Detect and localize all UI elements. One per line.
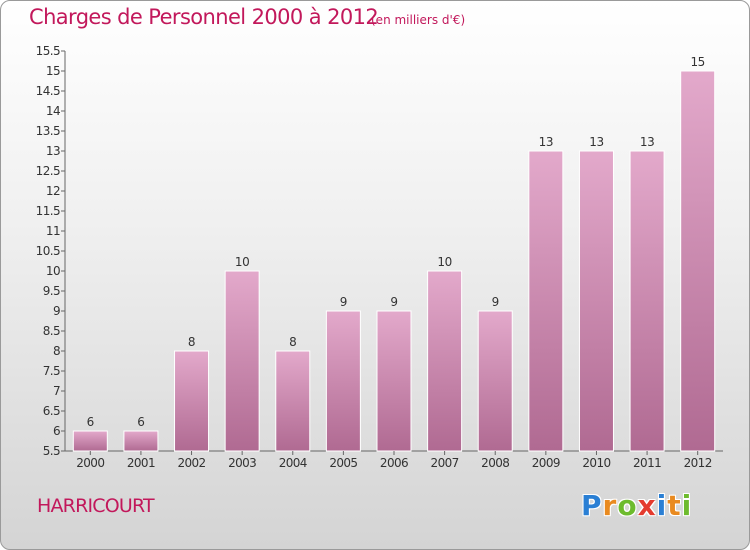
bar-2012	[680, 70, 716, 452]
logo-letter: i	[656, 489, 668, 522]
bar-value-label: 9	[492, 295, 499, 309]
bar-2000	[72, 430, 108, 452]
chart-title: Charges de Personnel 2000 à 2012	[29, 5, 379, 29]
x-tick-label: 2001	[127, 456, 155, 470]
bar-2007	[427, 270, 463, 452]
y-tick-label: 6.5	[43, 404, 60, 418]
x-tick-label: 2003	[228, 456, 256, 470]
y-tick-label: 15	[46, 64, 60, 78]
bar-value-label: 8	[289, 335, 296, 349]
bar-2008	[477, 310, 513, 452]
y-tick-label: 6	[53, 424, 60, 438]
logo-letter: t	[667, 489, 682, 522]
bar-2010	[578, 150, 614, 452]
y-tick-label: 8	[53, 344, 60, 358]
x-tick-label: 2006	[380, 456, 408, 470]
bar-value-label: 6	[137, 415, 144, 429]
x-tick-label: 2008	[481, 456, 509, 470]
logo-letter: i	[681, 489, 693, 522]
y-tick-label: 15.5	[36, 44, 60, 58]
x-tick-label: 2007	[431, 456, 459, 470]
bar-value-label: 8	[188, 335, 195, 349]
chart-subtitle: (en milliers d'€)	[371, 13, 466, 27]
logo-letter: o	[617, 489, 638, 522]
bar-2001	[123, 430, 159, 452]
bar-2004	[275, 350, 311, 452]
y-tick-label: 13	[46, 144, 60, 158]
logo-letter: P	[581, 489, 603, 522]
y-tick-label: 11	[46, 224, 60, 238]
bar-2009	[528, 150, 564, 452]
y-tick-label: 12.5	[36, 164, 60, 178]
y-tick-label: 9	[53, 304, 60, 318]
bar-2011	[629, 150, 665, 452]
logo-letter: x	[637, 489, 657, 522]
bar-value-label: 9	[340, 295, 347, 309]
bar-2003	[224, 270, 260, 452]
bar-2002	[174, 350, 210, 452]
x-tick-label: 2010	[582, 456, 610, 470]
bar-value-label: 15	[690, 55, 704, 69]
x-tick-label: 2002	[177, 456, 205, 470]
proxiti-logo: Proxiti	[581, 489, 692, 522]
x-tick-label: 2005	[329, 456, 357, 470]
x-tick-label: 2004	[279, 456, 307, 470]
bar-2006	[376, 310, 412, 452]
bar-value-label: 9	[390, 295, 397, 309]
bar-value-label: 13	[640, 135, 654, 149]
y-tick-label: 5.5	[43, 444, 60, 458]
y-tick-label: 10.5	[36, 244, 60, 258]
x-tick-label: 2012	[684, 456, 712, 470]
y-tick-label: 9.5	[43, 284, 60, 298]
y-tick-label: 10	[46, 264, 60, 278]
bar-value-label: 6	[87, 415, 94, 429]
y-tick-label: 13.5	[36, 124, 60, 138]
y-tick-label: 14.5	[36, 84, 60, 98]
y-tick-label: 14	[46, 104, 60, 118]
y-tick-label: 12	[46, 184, 60, 198]
x-tick-label: 2000	[76, 456, 104, 470]
y-tick-label: 7.5	[43, 364, 60, 378]
x-tick-label: 2009	[532, 456, 560, 470]
bar-value-label: 10	[437, 255, 451, 269]
bar-value-label: 13	[589, 135, 603, 149]
place-name: HARRICOURT	[37, 495, 155, 517]
x-tick-label: 2011	[633, 456, 661, 470]
y-tick-label: 11.5	[36, 204, 60, 218]
logo-letter: r	[602, 489, 618, 522]
bar-2005	[325, 310, 361, 452]
y-tick-label: 7	[53, 384, 60, 398]
bar-value-label: 13	[539, 135, 553, 149]
bar-value-label: 10	[235, 255, 249, 269]
y-tick-label: 8.5	[43, 324, 60, 338]
